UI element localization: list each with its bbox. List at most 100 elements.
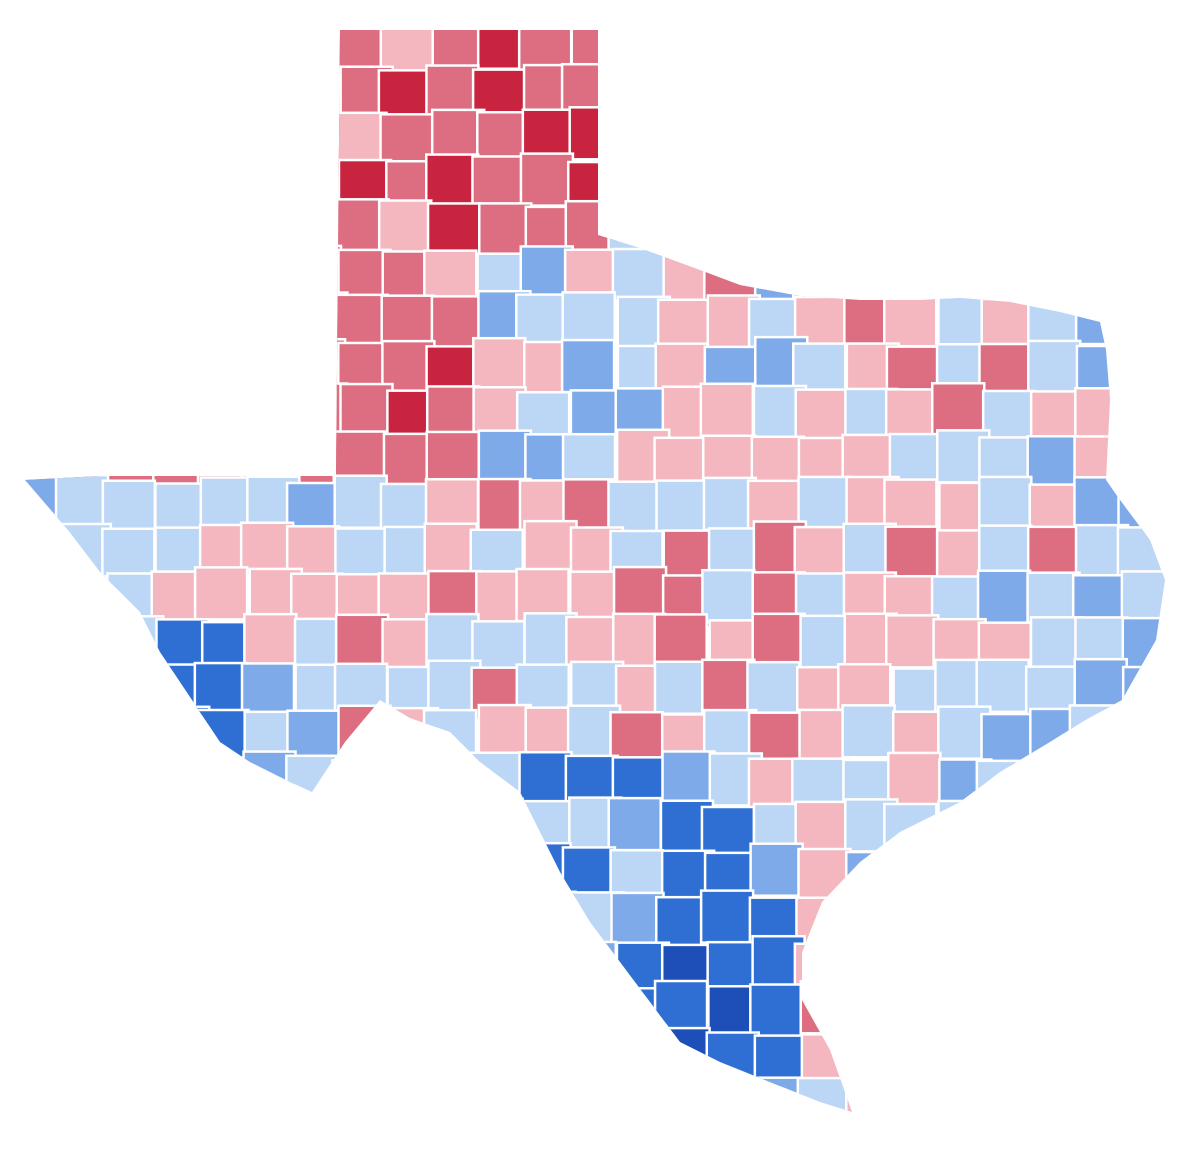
county: [290, 937, 345, 993]
county: [699, 382, 755, 438]
county: [1026, 434, 1081, 490]
county: [935, 989, 990, 1044]
county: [607, 1035, 662, 1090]
county: [150, 796, 206, 852]
county: [241, 106, 297, 162]
county: [791, 249, 847, 305]
county: [108, 335, 163, 391]
county: [984, 155, 1039, 211]
county: [797, 847, 852, 903]
county: [976, 569, 1032, 624]
county: [1071, 1121, 1123, 1152]
county: [1026, 848, 1081, 903]
county: [1021, 65, 1077, 120]
county: [472, 849, 527, 904]
county: [655, 479, 710, 534]
county: [523, 519, 578, 575]
county: [246, 1081, 301, 1112]
county: [520, 1124, 572, 1152]
county: [57, 802, 113, 857]
county: [25, 615, 65, 670]
county: [25, 428, 69, 483]
county: [1162, 613, 1165, 668]
county: [884, 525, 939, 580]
county: [1074, 1034, 1129, 1089]
county: [246, 69, 302, 125]
county: [793, 525, 848, 581]
county: [242, 344, 297, 400]
county: [1023, 115, 1079, 170]
county: [936, 940, 992, 995]
county: [471, 155, 526, 210]
county: [885, 206, 941, 261]
county: [931, 153, 986, 209]
county: [239, 521, 295, 577]
county: [106, 709, 161, 765]
county: [107, 799, 163, 854]
county: [750, 108, 806, 164]
county: [287, 244, 343, 300]
county: [1067, 890, 1123, 945]
county: [794, 388, 849, 443]
county: [701, 199, 756, 254]
county: [193, 386, 249, 442]
county: [607, 796, 662, 852]
county: [199, 1122, 251, 1152]
county: [25, 202, 72, 258]
county: [978, 1123, 1030, 1152]
county: [750, 30, 806, 70]
county: [887, 751, 942, 807]
county: [1163, 983, 1165, 1039]
county: [150, 934, 205, 989]
county: [472, 336, 527, 392]
county: [930, 382, 986, 437]
county: [338, 1031, 394, 1086]
county: [653, 660, 709, 716]
county: [981, 389, 1037, 445]
county: [64, 30, 120, 76]
county: [705, 1031, 761, 1086]
county: [653, 979, 709, 1035]
county: [1023, 759, 1078, 815]
county: [57, 890, 113, 946]
county: [659, 112, 715, 167]
county: [978, 107, 1034, 162]
county: [101, 106, 157, 162]
county: [1071, 30, 1127, 74]
county: [844, 155, 900, 211]
county: [1074, 387, 1129, 442]
county: [1169, 752, 1200, 804]
county: [294, 847, 350, 902]
county: [473, 988, 529, 1043]
county: [839, 248, 895, 303]
county: [1030, 158, 1085, 213]
county: [103, 159, 159, 215]
county: [701, 658, 756, 714]
county: [153, 66, 208, 121]
county: [1114, 802, 1165, 858]
county: [612, 565, 668, 621]
county: [25, 299, 71, 354]
county: [102, 30, 157, 78]
county: [1114, 896, 1165, 951]
county: [59, 244, 114, 300]
county: [153, 112, 209, 168]
county: [656, 206, 712, 261]
county: [287, 160, 343, 215]
county: [427, 754, 482, 809]
county: [1114, 247, 1165, 303]
county: [110, 1031, 165, 1087]
county: [109, 65, 165, 121]
county: [108, 844, 164, 900]
county: [1168, 850, 1200, 902]
county: [424, 986, 479, 1042]
county: [477, 703, 533, 759]
county: [798, 1123, 850, 1152]
county: [1074, 1080, 1130, 1112]
county: [1163, 61, 1165, 116]
county: [62, 575, 118, 630]
county: [25, 1032, 69, 1088]
county: [433, 1122, 485, 1152]
county: [195, 1035, 251, 1090]
county: [430, 108, 486, 164]
